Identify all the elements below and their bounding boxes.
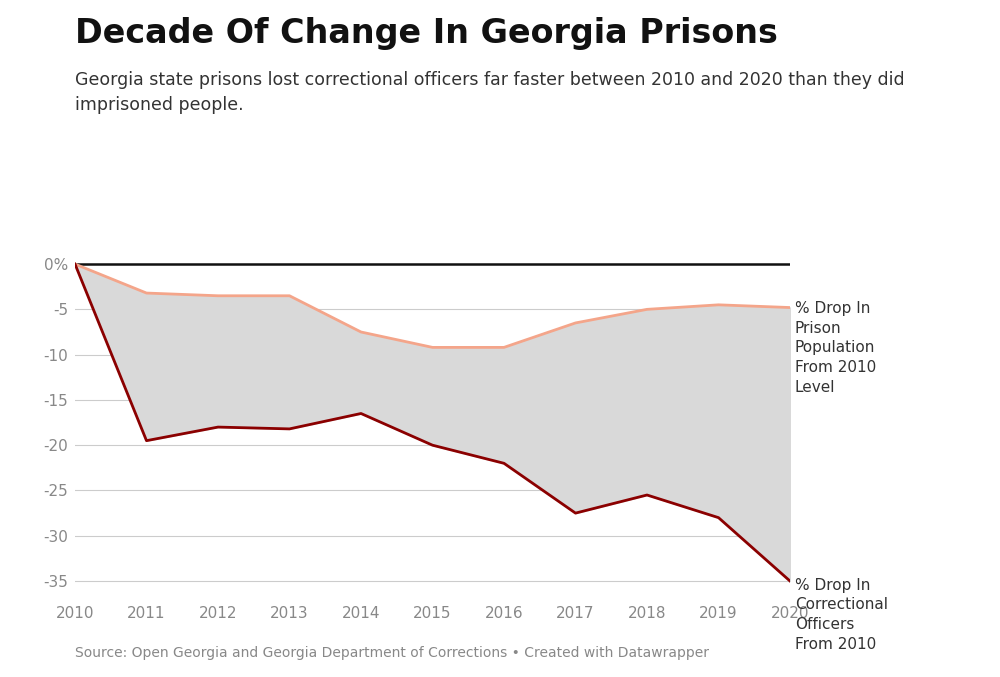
Text: Decade Of Change In Georgia Prisons: Decade Of Change In Georgia Prisons [75, 17, 778, 50]
Text: Georgia state prisons lost correctional officers far faster between 2010 and 202: Georgia state prisons lost correctional … [75, 71, 905, 114]
Text: Source: Open Georgia and Georgia Department of Corrections • Created with Datawr: Source: Open Georgia and Georgia Departm… [75, 646, 709, 660]
Text: % Drop In
Correctional
Officers
From 2010: % Drop In Correctional Officers From 201… [795, 577, 888, 652]
Text: % Drop In
Prison
Population
From 2010
Level: % Drop In Prison Population From 2010 Le… [795, 301, 876, 395]
